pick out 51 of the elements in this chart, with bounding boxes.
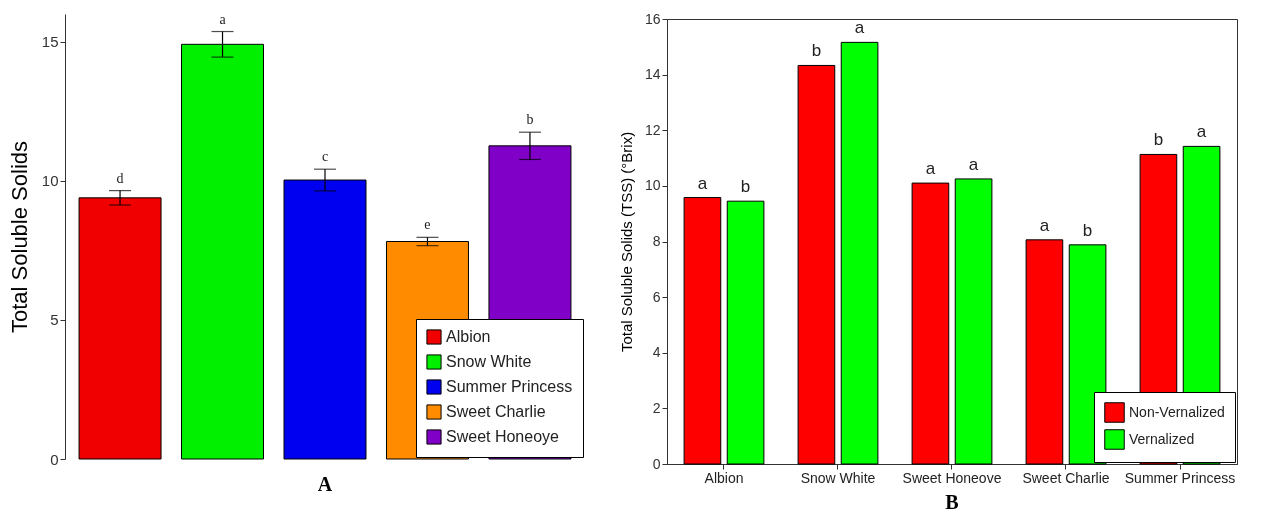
y-tick-label: 14 — [644, 66, 661, 83]
y-tick-label: 5 — [50, 311, 59, 329]
y-tick-label: 8 — [652, 233, 661, 249]
annotation: c — [321, 149, 329, 165]
bar — [726, 200, 765, 465]
y-tick-label: 16 — [644, 10, 661, 27]
annotation: a — [968, 154, 979, 174]
y-tick-label: 12 — [644, 121, 661, 138]
x-tick-label: Albion — [704, 469, 744, 486]
bar — [1025, 239, 1064, 465]
y-tick-label: 0 — [652, 455, 661, 472]
annotation: b — [526, 112, 534, 128]
y-tick-label: 2 — [652, 399, 661, 416]
x-tick-label: Summer Princess — [1124, 469, 1236, 486]
legend-label: Sweet Honeoye — [446, 428, 560, 445]
annotation: a — [219, 11, 227, 27]
y-axis-title: Total Soluble Solids (TSS) (°Brix) — [617, 131, 635, 353]
y-axis-title: Total Soluble Solids — [6, 140, 32, 334]
bar — [683, 197, 722, 465]
text: B — [945, 491, 959, 513]
bar — [840, 41, 879, 465]
annotation: e — [424, 217, 431, 233]
annotation: a — [925, 159, 936, 179]
x-tick-label: Sweet Honeove — [902, 469, 1002, 486]
x-tick-label: Snow White — [800, 469, 876, 486]
annotation: b — [740, 177, 751, 197]
annotation: a — [1039, 215, 1050, 235]
y-tick-label: 10 — [644, 177, 661, 194]
annotation: a — [1196, 122, 1207, 142]
y-tick-label: 10 — [41, 172, 59, 190]
x-tick-label: Sweet Charlie — [1022, 469, 1110, 486]
text: A — [317, 473, 333, 495]
annotation: a — [854, 18, 865, 38]
annotation: d — [116, 170, 124, 186]
legend-label: Vernalized — [1129, 430, 1195, 447]
annotation: b — [1153, 130, 1164, 150]
bar — [954, 178, 993, 465]
y-tick-label: 15 — [41, 33, 59, 51]
annotation: a — [697, 173, 708, 193]
y-tick-label: 0 — [50, 450, 59, 468]
annotation: b — [811, 41, 822, 61]
legend-label: Summer Princess — [446, 378, 573, 395]
bar — [797, 64, 836, 465]
legend-label: Albion — [446, 328, 491, 345]
legend-label: Sweet Charlie — [446, 403, 546, 420]
legend-label: Non-Vernalized — [1129, 403, 1225, 420]
y-tick-label: 4 — [652, 344, 661, 361]
legend-label: Snow White — [446, 353, 532, 370]
bar — [911, 182, 950, 465]
annotation: b — [1082, 220, 1093, 240]
y-tick-label: 6 — [652, 288, 661, 305]
